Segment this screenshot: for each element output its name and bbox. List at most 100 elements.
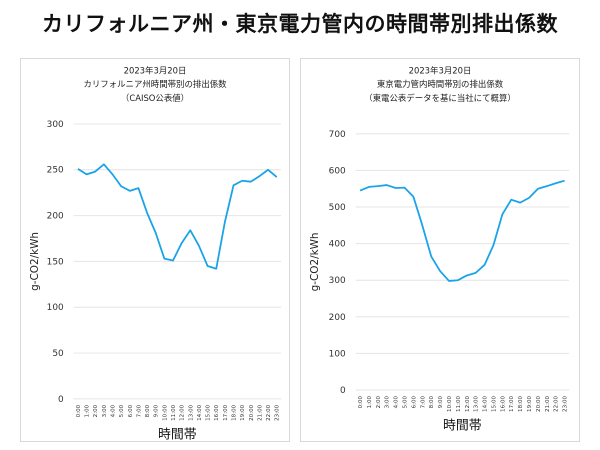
- data-point: [386, 184, 388, 186]
- x-tick-label: 23:00: [275, 404, 281, 420]
- x-tick-label: 17:00: [223, 404, 229, 420]
- data-point: [457, 279, 459, 281]
- data-point: [528, 197, 530, 199]
- x-tick-label: 15:00: [491, 395, 497, 411]
- data-point: [519, 201, 521, 203]
- x-tick-label: 17:00: [509, 395, 515, 411]
- data-point: [163, 257, 165, 259]
- data-point: [377, 185, 379, 187]
- data-point: [120, 185, 122, 187]
- x-tick-label: 1:00: [367, 395, 373, 408]
- x-tick-label: 16:00: [214, 404, 220, 420]
- x-tick-label: 14:00: [197, 404, 203, 420]
- x-tick-label: 4:00: [394, 395, 400, 408]
- chart-title-line-3: （CAISO公表値）: [121, 93, 189, 103]
- data-point: [224, 221, 226, 223]
- y-tick-label: 150: [47, 257, 64, 267]
- data-point: [206, 265, 208, 267]
- y-tick-label: 50: [52, 349, 64, 359]
- data-point: [111, 173, 113, 175]
- series-line: [359, 179, 565, 282]
- data-point: [403, 186, 405, 188]
- data-point: [250, 180, 252, 182]
- x-tick-label: 2:00: [93, 404, 99, 417]
- x-tick-label: 18:00: [232, 404, 238, 420]
- data-point: [448, 280, 450, 282]
- data-point: [180, 242, 182, 244]
- data-point: [258, 175, 260, 177]
- data-point: [359, 189, 361, 191]
- x-tick-label: 9:00: [438, 395, 444, 408]
- data-point: [94, 170, 96, 172]
- data-point: [189, 229, 191, 231]
- x-tick-label: 19:00: [240, 404, 246, 420]
- y-tick-label: 0: [58, 395, 64, 405]
- y-tick-label: 300: [47, 120, 64, 130]
- y-tick-label: 100: [329, 349, 346, 359]
- x-tick-label: 15:00: [206, 404, 212, 420]
- y-tick-label: 700: [329, 130, 346, 140]
- x-tick-label: 2:00: [376, 395, 382, 408]
- x-tick-label: 0:00: [76, 404, 82, 417]
- chart-title-line-1: 2023年3月20日: [124, 65, 187, 75]
- x-tick-label: 12:00: [465, 395, 471, 411]
- x-tick-label: 13:00: [188, 404, 194, 420]
- y-tick-label: 500: [329, 203, 346, 213]
- y-tick-label: 400: [329, 240, 346, 250]
- x-tick-label: 3:00: [102, 404, 108, 417]
- chart-title-line-2: カリフォルニア州時間帯別の排出係数: [83, 79, 227, 89]
- data-point: [421, 224, 423, 226]
- data-point: [215, 268, 217, 270]
- x-tick-label: 16:00: [500, 395, 506, 411]
- x-tick-label: 5:00: [403, 395, 409, 408]
- data-point: [172, 259, 174, 261]
- data-point: [474, 272, 476, 274]
- y-tick-label: 250: [47, 166, 64, 176]
- data-point: [155, 232, 157, 234]
- y-tick-label: 0: [340, 386, 346, 396]
- data-point: [129, 190, 131, 192]
- data-point: [466, 274, 468, 276]
- y-tick-label: 200: [329, 313, 346, 323]
- data-point: [537, 188, 539, 190]
- data-point: [77, 168, 79, 170]
- chart-panel-california: 2023年3月20日カリフォルニア州時間帯別の排出係数 （CAISO公表値） 0 50…: [20, 58, 290, 442]
- y-tick-label: 600: [329, 166, 346, 176]
- x-tick-label: 7:00: [420, 395, 426, 408]
- x-tick-label: 22:00: [266, 404, 272, 420]
- data-point: [241, 180, 243, 182]
- x-tick-label: 21:00: [545, 395, 551, 411]
- data-point: [198, 245, 200, 247]
- x-tick-label: 5:00: [119, 404, 125, 417]
- x-tick-label: 4:00: [110, 404, 116, 417]
- chart-panel-tepco: 2023年3月20日 東京電力管内時間帯別の排出係数 （東電公表データを基に当社にて…: [300, 58, 580, 442]
- y-tick-label: 200: [47, 212, 64, 222]
- x-tick-label: 21:00: [257, 404, 263, 420]
- x-tick-label: 10:00: [162, 404, 168, 420]
- x-tick-label: 10:00: [447, 395, 453, 411]
- x-tick-label: 23:00: [563, 395, 569, 411]
- page-title: カリフォルニア州・東京電力管内の時間帯別排出係数: [42, 12, 558, 36]
- x-tick-label: 9:00: [154, 404, 160, 417]
- data-point: [412, 196, 414, 198]
- data-point: [137, 187, 139, 189]
- x-tick-label: 12:00: [180, 404, 186, 420]
- data-point: [267, 169, 269, 171]
- data-point: [439, 270, 441, 272]
- data-point: [555, 182, 557, 184]
- x-tick-label: 11:00: [171, 404, 177, 420]
- data-point: [430, 255, 432, 257]
- data-point: [510, 199, 512, 201]
- data-point: [276, 176, 278, 178]
- x-tick-label: 6:00: [128, 404, 134, 417]
- x-tick-label: 20:00: [536, 395, 542, 411]
- data-point: [232, 184, 234, 186]
- x-tick-label: 20:00: [249, 404, 255, 420]
- x-tick-label: 14:00: [483, 395, 489, 411]
- x-tick-label: 1:00: [85, 404, 91, 417]
- data-point: [501, 213, 503, 215]
- x-tick-label: 19:00: [527, 395, 533, 411]
- data-point: [563, 179, 565, 181]
- x-axis-label: 時間帯: [443, 419, 482, 434]
